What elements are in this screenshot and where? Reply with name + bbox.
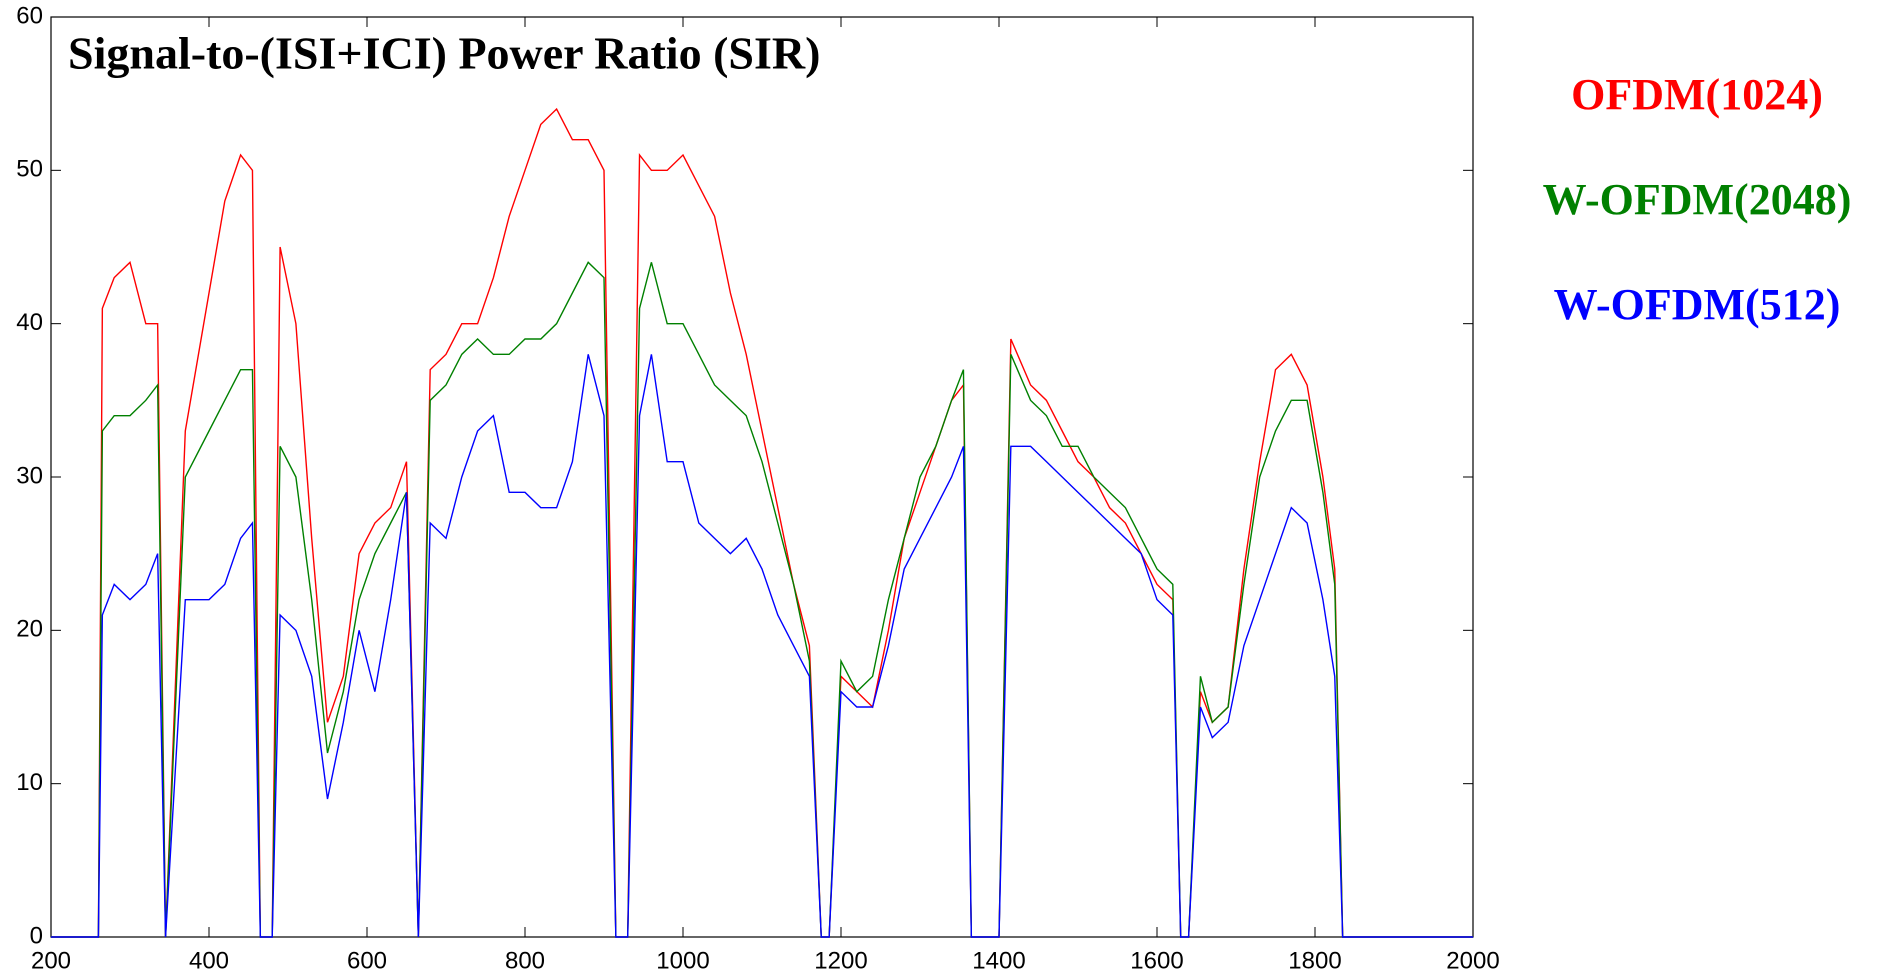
- x-tick-label: 1600: [1130, 947, 1183, 974]
- x-tick-label: 400: [189, 947, 229, 974]
- y-tick-label: 40: [16, 309, 43, 336]
- series-line: [51, 261, 1473, 938]
- legend-label: W-OFDM(2048): [1543, 175, 1852, 224]
- y-tick-label: 50: [16, 156, 43, 183]
- y-tick-label: 20: [16, 616, 43, 643]
- chart-title: Signal-to-(ISI+ICI) Power Ratio (SIR): [68, 28, 820, 79]
- x-tick-label: 1800: [1288, 947, 1341, 974]
- y-tick-label: 10: [16, 769, 43, 796]
- series-line: [51, 354, 1473, 938]
- x-tick-label: 600: [347, 947, 387, 974]
- x-tick-label: 2000: [1446, 947, 1499, 974]
- y-tick-label: 30: [16, 462, 43, 489]
- x-tick-label: 200: [31, 947, 71, 974]
- x-tick-label: 1400: [972, 947, 1025, 974]
- series-line: [51, 107, 1473, 938]
- y-tick-label: 60: [16, 2, 43, 29]
- x-tick-label: 1000: [656, 947, 709, 974]
- y-tick-label: 0: [30, 922, 43, 949]
- x-tick-label: 800: [505, 947, 545, 974]
- legend-label: W-OFDM(512): [1554, 280, 1841, 329]
- x-tick-label: 1200: [814, 947, 867, 974]
- legend-label: OFDM(1024): [1571, 70, 1823, 119]
